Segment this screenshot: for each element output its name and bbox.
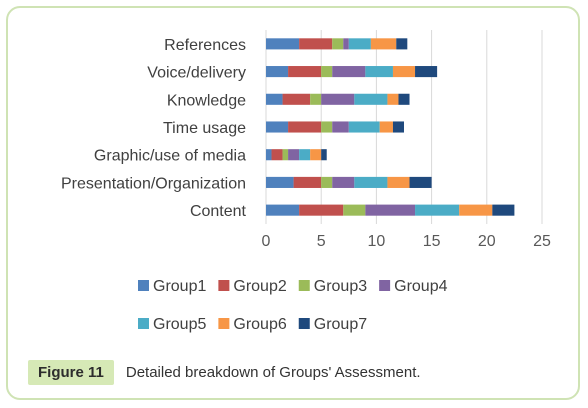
bar-segment-group3: [343, 204, 366, 216]
bar-segment-group2: [271, 149, 283, 161]
x-tick-label: 25: [533, 233, 551, 250]
bar-segment-group3: [321, 121, 333, 133]
x-tick-label: 0: [262, 233, 271, 250]
bar-segment-group1: [266, 176, 294, 188]
bar-segment-group2: [299, 38, 333, 50]
bar-segment-group3: [321, 66, 333, 78]
bar-segment-group2: [293, 176, 322, 188]
bar-segment-group7: [398, 93, 410, 105]
bar-segment-group1: [266, 93, 283, 105]
bar-segment-group6: [392, 66, 416, 78]
bar-segment-group4: [332, 176, 355, 188]
bar-segment-group6: [459, 204, 493, 216]
figure-label: Figure 11: [28, 359, 114, 385]
legend-swatch: [379, 280, 391, 291]
figure-caption-text: Detailed breakdown of Groups' Assessment…: [125, 363, 421, 381]
bar-segment-group3: [332, 38, 344, 50]
bar-segment-group3: [310, 93, 322, 105]
bar-segment-group7: [409, 176, 432, 188]
legend-swatch: [218, 280, 230, 291]
bar-segment-group7: [321, 149, 327, 161]
legend-label: Group5: [153, 316, 206, 333]
legend-label: Group7: [314, 316, 367, 333]
category-label: References: [164, 37, 246, 54]
bar-segment-group1: [266, 121, 289, 133]
bar-segment-group4: [321, 93, 355, 105]
category-label: Presentation/Organization: [61, 175, 246, 192]
bar-segment-group5: [354, 176, 388, 188]
legend-swatch: [218, 318, 230, 329]
bar-segment-group4: [288, 149, 300, 161]
bar-segment-group7: [415, 66, 438, 78]
bar-segment-group5: [299, 149, 311, 161]
x-tick-label: 10: [368, 233, 386, 250]
bar-segment-group2: [288, 66, 322, 78]
bar-segment-group6: [387, 93, 399, 105]
bar-segment-group6: [387, 176, 410, 188]
bar-segment-group4: [365, 204, 416, 216]
category-label: Graphic/use of media: [94, 148, 246, 165]
category-label: Time usage: [163, 120, 246, 137]
bar-segment-group1: [266, 204, 300, 216]
bar-segment-group7: [396, 38, 408, 50]
legend-label: Group4: [394, 278, 447, 295]
figure-caption: Figure 11 Detailed breakdown of Groups' …: [28, 357, 568, 387]
bar-segment-group4: [332, 66, 366, 78]
x-tick-label: 5: [317, 233, 326, 250]
bar-segment-group5: [348, 121, 380, 133]
x-tick-label: 15: [423, 233, 441, 250]
category-label: Content: [190, 203, 247, 220]
bar-segment-group4: [343, 38, 349, 50]
bar-segment-group5: [415, 204, 460, 216]
bar-segment-group5: [365, 66, 393, 78]
x-tick-label: 20: [478, 233, 496, 250]
bar-segment-group3: [321, 176, 333, 188]
bar-segment-group1: [266, 66, 289, 78]
bar-segment-group1: [266, 38, 300, 50]
legend-swatch: [138, 318, 149, 329]
category-label: Knowledge: [167, 92, 246, 109]
bar-segment-group5: [354, 93, 388, 105]
bar-segment-group2: [282, 93, 311, 105]
bar-segment-group6: [310, 149, 322, 161]
bar-segment-group6: [379, 121, 393, 133]
legend-swatch: [298, 318, 310, 329]
bar-segment-group2: [288, 121, 322, 133]
legend-label: Group3: [314, 278, 367, 295]
legend-label: Group6: [233, 316, 286, 333]
bar-segment-group6: [370, 38, 397, 50]
legend-label: Group2: [233, 278, 286, 295]
bar-segment-group4: [332, 121, 349, 133]
legend-label: Group1: [153, 278, 206, 295]
legend-swatch: [298, 280, 310, 291]
bar-segment-group7: [492, 204, 515, 216]
bar-segment-group1: [266, 149, 272, 161]
category-label: Voice/delivery: [147, 65, 246, 82]
bar-segment-group2: [299, 204, 344, 216]
bar-segment-group3: [282, 149, 289, 161]
bar-segment-group7: [392, 121, 404, 133]
bar-segment-group5: [348, 38, 371, 50]
legend-swatch: [138, 280, 149, 291]
